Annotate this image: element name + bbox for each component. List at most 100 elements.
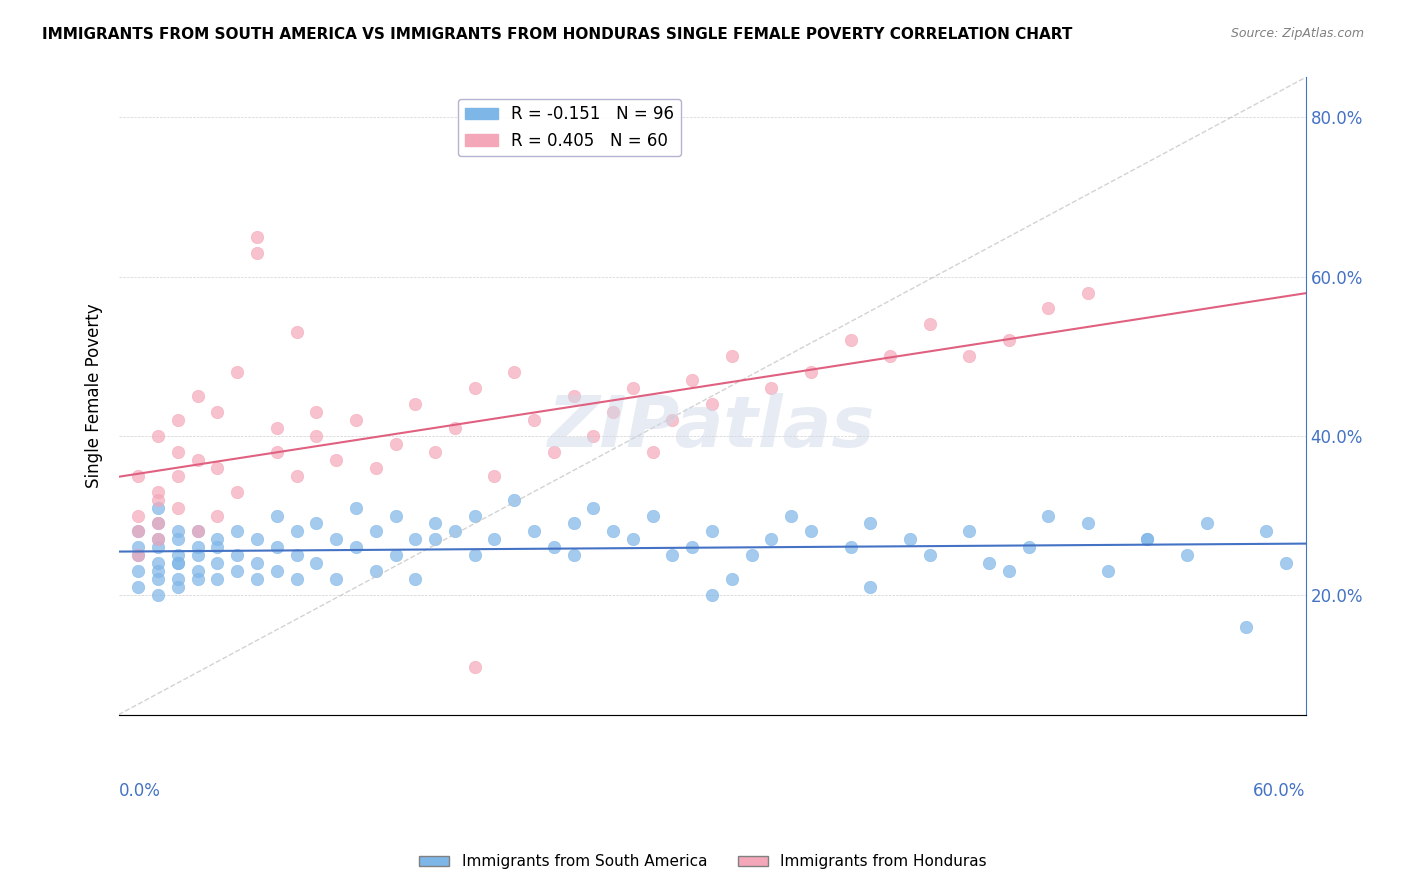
Immigrants from South America <box>305 557 328 571</box>
Immigrants from Honduras <box>146 516 169 531</box>
Immigrants from South America <box>423 516 446 531</box>
Immigrants from South America <box>146 533 169 547</box>
Immigrants from Honduras <box>879 349 901 363</box>
Text: IMMIGRANTS FROM SOUTH AMERICA VS IMMIGRANTS FROM HONDURAS SINGLE FEMALE POVERTY : IMMIGRANTS FROM SOUTH AMERICA VS IMMIGRA… <box>42 27 1073 42</box>
Immigrants from South America <box>207 572 229 586</box>
Immigrants from South America <box>187 549 209 563</box>
Immigrants from Honduras <box>207 508 229 523</box>
Immigrants from Honduras <box>1077 285 1099 300</box>
Immigrants from South America <box>187 572 209 586</box>
Immigrants from South America <box>1274 557 1296 571</box>
Immigrants from Honduras <box>918 318 941 332</box>
Immigrants from Honduras <box>167 413 190 427</box>
Immigrants from Honduras <box>127 508 149 523</box>
Immigrants from South America <box>344 541 367 555</box>
Immigrants from South America <box>1136 533 1159 547</box>
Immigrants from South America <box>741 549 763 563</box>
Immigrants from South America <box>146 557 169 571</box>
Immigrants from South America <box>146 572 169 586</box>
Immigrants from South America <box>761 533 783 547</box>
Immigrants from Honduras <box>344 413 367 427</box>
Immigrants from South America <box>977 557 1000 571</box>
Immigrants from Honduras <box>167 468 190 483</box>
Immigrants from South America <box>266 541 288 555</box>
Legend: Immigrants from South America, Immigrants from Honduras: Immigrants from South America, Immigrant… <box>413 848 993 875</box>
Immigrants from South America <box>285 549 308 563</box>
Immigrants from Honduras <box>384 437 406 451</box>
Legend: R = -0.151   N = 96, R = 0.405   N = 60: R = -0.151 N = 96, R = 0.405 N = 60 <box>458 98 681 156</box>
Immigrants from South America <box>1077 516 1099 531</box>
Immigrants from Honduras <box>602 405 624 419</box>
Immigrants from Honduras <box>246 229 269 244</box>
Immigrants from Honduras <box>1038 301 1060 316</box>
Immigrants from Honduras <box>700 397 723 411</box>
Immigrants from South America <box>167 572 190 586</box>
Immigrants from South America <box>167 549 190 563</box>
Immigrants from South America <box>780 508 803 523</box>
Immigrants from South America <box>364 524 387 539</box>
Immigrants from South America <box>661 549 683 563</box>
Immigrants from Honduras <box>444 421 467 435</box>
Immigrants from South America <box>997 564 1019 578</box>
Immigrants from South America <box>859 580 882 594</box>
Immigrants from South America <box>582 500 605 515</box>
Immigrants from South America <box>246 557 269 571</box>
Immigrants from South America <box>444 524 467 539</box>
Immigrants from South America <box>187 564 209 578</box>
Immigrants from South America <box>127 541 149 555</box>
Immigrants from South America <box>146 516 169 531</box>
Immigrants from South America <box>404 572 426 586</box>
Immigrants from Honduras <box>464 660 486 674</box>
Immigrants from South America <box>562 549 585 563</box>
Immigrants from Honduras <box>503 365 526 379</box>
Immigrants from Honduras <box>305 429 328 443</box>
Immigrants from Honduras <box>187 389 209 403</box>
Immigrants from South America <box>285 572 308 586</box>
Immigrants from South America <box>681 541 703 555</box>
Immigrants from Honduras <box>167 445 190 459</box>
Immigrants from South America <box>146 564 169 578</box>
Immigrants from South America <box>621 533 644 547</box>
Immigrants from South America <box>266 564 288 578</box>
Immigrants from South America <box>167 533 190 547</box>
Immigrants from Honduras <box>661 413 683 427</box>
Immigrants from South America <box>226 524 249 539</box>
Immigrants from Honduras <box>146 533 169 547</box>
Immigrants from South America <box>207 557 229 571</box>
Immigrants from South America <box>384 549 406 563</box>
Immigrants from South America <box>1234 620 1257 634</box>
Immigrants from South America <box>839 541 862 555</box>
Immigrants from South America <box>562 516 585 531</box>
Immigrants from South America <box>1097 564 1119 578</box>
Immigrants from South America <box>404 533 426 547</box>
Immigrants from Honduras <box>285 326 308 340</box>
Immigrants from South America <box>226 549 249 563</box>
Immigrants from South America <box>127 580 149 594</box>
Immigrants from South America <box>484 533 506 547</box>
Immigrants from Honduras <box>721 349 744 363</box>
Immigrants from South America <box>226 564 249 578</box>
Immigrants from Honduras <box>839 333 862 347</box>
Immigrants from South America <box>1136 533 1159 547</box>
Immigrants from South America <box>127 524 149 539</box>
Immigrants from South America <box>464 549 486 563</box>
Text: 60.0%: 60.0% <box>1253 782 1306 800</box>
Immigrants from South America <box>364 564 387 578</box>
Immigrants from Honduras <box>207 405 229 419</box>
Immigrants from South America <box>246 572 269 586</box>
Immigrants from Honduras <box>543 445 565 459</box>
Text: ZIPatlas: ZIPatlas <box>548 393 876 462</box>
Immigrants from South America <box>918 549 941 563</box>
Y-axis label: Single Female Poverty: Single Female Poverty <box>86 304 103 488</box>
Immigrants from Honduras <box>997 333 1019 347</box>
Immigrants from South America <box>344 500 367 515</box>
Immigrants from Honduras <box>285 468 308 483</box>
Immigrants from Honduras <box>523 413 546 427</box>
Immigrants from Honduras <box>681 373 703 387</box>
Immigrants from South America <box>423 533 446 547</box>
Immigrants from South America <box>602 524 624 539</box>
Immigrants from South America <box>641 508 664 523</box>
Immigrants from Honduras <box>266 445 288 459</box>
Immigrants from South America <box>207 541 229 555</box>
Immigrants from Honduras <box>187 524 209 539</box>
